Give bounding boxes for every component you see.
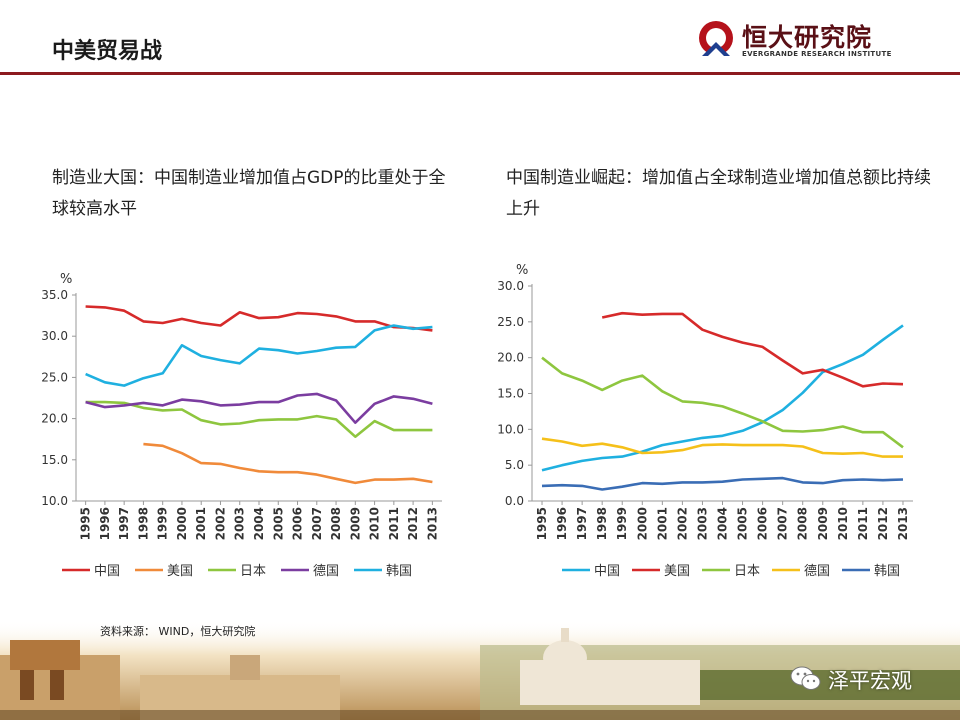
- right-chart-x-tick-label: 2013: [896, 507, 910, 540]
- right-chart-x-tick-label: 2004: [716, 507, 730, 540]
- left-chart-x-tick-label: 1998: [136, 507, 150, 540]
- right-chart-legend-label-1: 美国: [664, 564, 690, 579]
- left-chart-legend-label-2: 日本: [240, 564, 266, 579]
- left-chart-x-tick-label: 1996: [98, 507, 112, 540]
- right-chart-x-tick-label: 1997: [575, 507, 589, 540]
- left-chart-y-tick-label: 15.0: [41, 453, 68, 467]
- left-chart-x-tick-label: 1997: [117, 507, 131, 540]
- left-chart-x-tick-label: 2000: [175, 507, 189, 540]
- left-chart-x-tick-label: 2006: [291, 507, 305, 540]
- left-chart-legend-label-4: 韩国: [386, 564, 412, 579]
- wechat-icon: [790, 666, 821, 690]
- page-title: 中美贸易战: [52, 39, 163, 64]
- left-chart-y-tick-label: 20.0: [41, 412, 68, 426]
- logo-name-cn: 恒大研究院: [742, 23, 873, 52]
- right-chart-y-tick-label: 25.0: [497, 315, 524, 329]
- left-chart-y-tick-label: 10.0: [41, 494, 68, 508]
- left-chart-series-line-1: [143, 442, 433, 485]
- right-chart-x-tick-label: 1996: [555, 507, 569, 540]
- right-chart-x-tick-label: 2000: [635, 507, 649, 540]
- left-chart-x-tick-label: 2010: [368, 507, 382, 540]
- left-chart-x-tick-label: 2005: [271, 507, 285, 540]
- left-chart-y-tick-label: 30.0: [41, 329, 68, 343]
- left-chart-x-tick-label: 2008: [329, 507, 343, 540]
- right-chart-series-line-0: [541, 324, 904, 472]
- left-chart-x-tick-label: 2011: [387, 507, 401, 540]
- left-chart-x-tick-label: 2013: [425, 507, 439, 540]
- footer-buildings-image: [0, 620, 960, 720]
- right-chart-x-tick-label: 2002: [675, 507, 689, 540]
- left-chart-x-tick-label: 1995: [79, 507, 93, 540]
- left-chart-x-tick-label: 2003: [233, 507, 247, 540]
- right-chart: % 0.0 5.0 10.0 15.0 20.0 25.0 30.0 1995 1996 1997 1…: [497, 263, 913, 579]
- right-chart-y-tick-label: 5.0: [505, 458, 524, 472]
- right-chart-series-line-3: [541, 437, 903, 458]
- right-chart-series-line-2: [541, 356, 904, 449]
- left-chart-x-tick-label: 1999: [156, 507, 170, 540]
- right-chart-legend-label-4: 韩国: [874, 564, 900, 579]
- left-chart-legend-label-3: 德国: [313, 564, 339, 579]
- right-chart-legend-label-3: 德国: [804, 564, 830, 579]
- right-chart-legend-label-2: 日本: [734, 564, 760, 579]
- left-chart-legend-label-0: 中国: [94, 564, 120, 579]
- header-divider: [0, 72, 960, 75]
- watermark-text: 泽平宏观: [828, 669, 912, 693]
- left-chart-unit-label: %: [60, 272, 72, 287]
- right-chart-x-tick-label: 2008: [796, 507, 810, 540]
- left-chart-x-tick-label: 2012: [406, 507, 420, 540]
- right-chart-x-tick-label: 2005: [736, 507, 750, 540]
- right-chart-x-tick-label: 2012: [876, 507, 890, 540]
- right-chart-y-tick-label: 0.0: [505, 494, 524, 508]
- left-chart-series-line-2: [85, 400, 433, 438]
- left-chart-caption: 制造业大国：中国制造业增加值占GDP的比重处于全球较高水平: [52, 168, 446, 219]
- right-chart-x-tick-label: 2009: [816, 507, 830, 540]
- right-chart-y-tick-label: 10.0: [497, 422, 524, 436]
- right-chart-x-tick-label: 2011: [856, 507, 870, 540]
- right-chart-x-tick-label: 2001: [655, 507, 669, 540]
- watermark: 泽平宏观: [790, 663, 940, 693]
- right-chart-y-tick-label: 30.0: [497, 279, 524, 293]
- right-chart-x-tick-label: 1995: [535, 507, 549, 540]
- left-chart-legend-label-1: 美国: [167, 564, 193, 579]
- left-chart-series-line-3: [85, 392, 433, 424]
- right-chart-x-tick-label: 2010: [836, 507, 850, 540]
- left-chart-y-tick-label: 35.0: [41, 288, 68, 302]
- left-chart-x-tick-label: 2002: [213, 507, 227, 540]
- right-chart-x-tick-label: 1999: [615, 507, 629, 540]
- left-chart-x-tick-label: 2009: [348, 507, 362, 540]
- left-chart-x-tick-label: 2004: [252, 507, 266, 540]
- logo: 恒大研究院 EVERGRANDE RESEARCH INSTITUTE: [690, 16, 892, 66]
- right-chart-unit-label: %: [516, 263, 528, 278]
- right-chart-x-tick-label: 2007: [776, 507, 790, 540]
- left-chart-x-tick-label: 2001: [194, 507, 208, 540]
- logo-mark-icon: [699, 21, 733, 56]
- source-note: 资料来源： WIND，恒大研究院: [100, 625, 256, 638]
- left-chart-x-tick-label: 2007: [310, 507, 324, 540]
- right-chart-y-tick-label: 20.0: [497, 351, 524, 365]
- right-chart-series-line-4: [541, 476, 904, 491]
- right-chart-y-tick-label: 15.0: [497, 387, 524, 401]
- right-chart-x-tick-label: 2003: [695, 507, 709, 540]
- logo-name-en: EVERGRANDE RESEARCH INSTITUTE: [742, 50, 892, 58]
- left-chart-y-tick-label: 25.0: [41, 370, 68, 384]
- left-chart-series-line-4: [85, 324, 433, 387]
- right-chart-caption: 中国制造业崛起：增加值占全球制造业增加值总额比持续上升: [506, 168, 931, 219]
- right-chart-legend-label-0: 中国: [594, 564, 620, 579]
- right-chart-series-line-1: [601, 311, 904, 388]
- right-chart-x-tick-label: 1998: [595, 507, 609, 540]
- right-chart-x-tick-label: 2006: [756, 507, 770, 540]
- left-chart: % 10.0 15.0 20.0 25.0 30.0 35.0 1995 1996 1997 199…: [41, 272, 442, 579]
- left-chart-series-line-0: [85, 305, 433, 332]
